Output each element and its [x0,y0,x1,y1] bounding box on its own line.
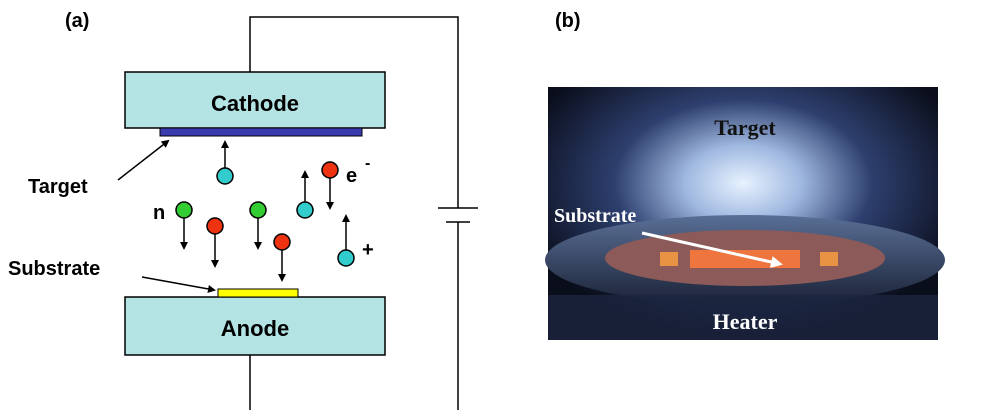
substrate-label: Substrate [8,258,100,280]
target-label: Target [28,176,88,198]
ion-sign: + [362,239,374,261]
substrate-plate [218,289,298,297]
neutral-label: n [153,202,165,224]
panel-label: (b) [555,10,581,32]
panel-label: (a) [65,10,89,32]
pointer-arrow [118,141,168,180]
pointer-arrow [142,277,214,290]
photo-substrate-label: Substrate [554,205,636,227]
electron-sign: - [365,155,370,172]
cathode-label: Cathode [211,91,299,116]
page: (a) Cathode Anode Target Substrate n e -… [0,0,998,410]
particles [176,142,354,280]
photo-heater-label: Heater [713,309,778,334]
figure: (a) Cathode Anode Target Substrate n e -… [0,0,998,410]
photo-target-label: Target [714,115,776,140]
target-plate [160,128,362,136]
anode-label: Anode [221,316,289,341]
electron-label: e [346,165,357,187]
